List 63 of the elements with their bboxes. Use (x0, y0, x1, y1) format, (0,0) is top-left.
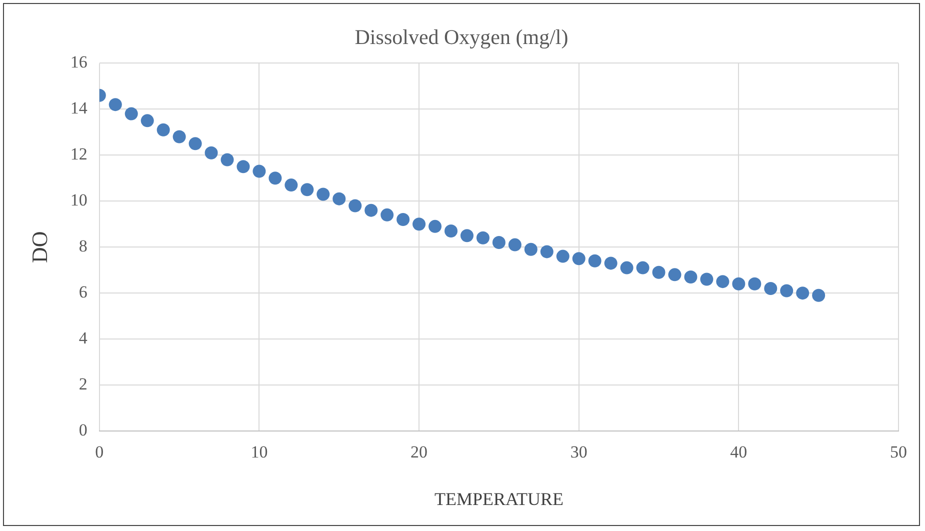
point (172, 130, 186, 144)
point (140, 114, 154, 128)
point (108, 98, 122, 112)
x-tick-label: 30 (570, 442, 588, 462)
x-axis-title: TEMPERATURE (434, 488, 564, 509)
chart-title: Dissolved Oxygen (mg/l) (354, 25, 568, 50)
point (556, 250, 570, 263)
point (364, 204, 378, 217)
y-tick-label: 6 (78, 282, 88, 302)
point (476, 231, 490, 244)
point (284, 178, 298, 192)
point (188, 137, 202, 150)
point (524, 242, 538, 256)
y-tick-label: 0 (78, 420, 88, 440)
point (668, 268, 682, 282)
y-tick-label: 12 (70, 144, 88, 164)
point (764, 282, 778, 295)
x-tick-label: 10 (250, 442, 268, 462)
point (684, 270, 698, 284)
point (300, 183, 314, 196)
point (732, 277, 746, 290)
y-tick-label: 16 (70, 52, 88, 72)
x-tick-label: 50 (890, 442, 907, 462)
y-tick-label: 14 (70, 98, 88, 118)
point (428, 220, 442, 233)
point (396, 213, 410, 226)
point (332, 192, 346, 206)
y-tick-label: 4 (78, 328, 88, 348)
y-tick-label: 2 (78, 374, 88, 394)
point (204, 146, 218, 160)
point (796, 286, 810, 300)
point (492, 236, 506, 250)
point (636, 261, 650, 274)
y-tick-label: 8 (78, 236, 88, 256)
point (780, 284, 794, 298)
point (460, 229, 474, 242)
point (380, 208, 394, 222)
point (748, 277, 762, 290)
point (812, 288, 826, 302)
point (540, 245, 554, 258)
point (700, 272, 714, 286)
point (444, 224, 458, 238)
point (316, 188, 330, 201)
point (716, 275, 730, 288)
point (412, 218, 426, 231)
y-axis-title: DO (26, 231, 52, 263)
x-tick-label: 0 (95, 442, 104, 462)
point (220, 153, 234, 166)
x-tick-label: 20 (410, 442, 428, 462)
point (252, 164, 266, 178)
point (588, 254, 602, 268)
point (572, 252, 586, 266)
point (268, 172, 282, 185)
point (652, 266, 666, 279)
point (348, 199, 362, 212)
point (124, 107, 138, 120)
point (508, 238, 522, 252)
point (236, 160, 250, 174)
point (604, 256, 618, 270)
y-tick-label: 10 (70, 190, 88, 210)
point (620, 261, 634, 274)
x-tick-label: 40 (730, 442, 748, 462)
point (156, 123, 170, 136)
